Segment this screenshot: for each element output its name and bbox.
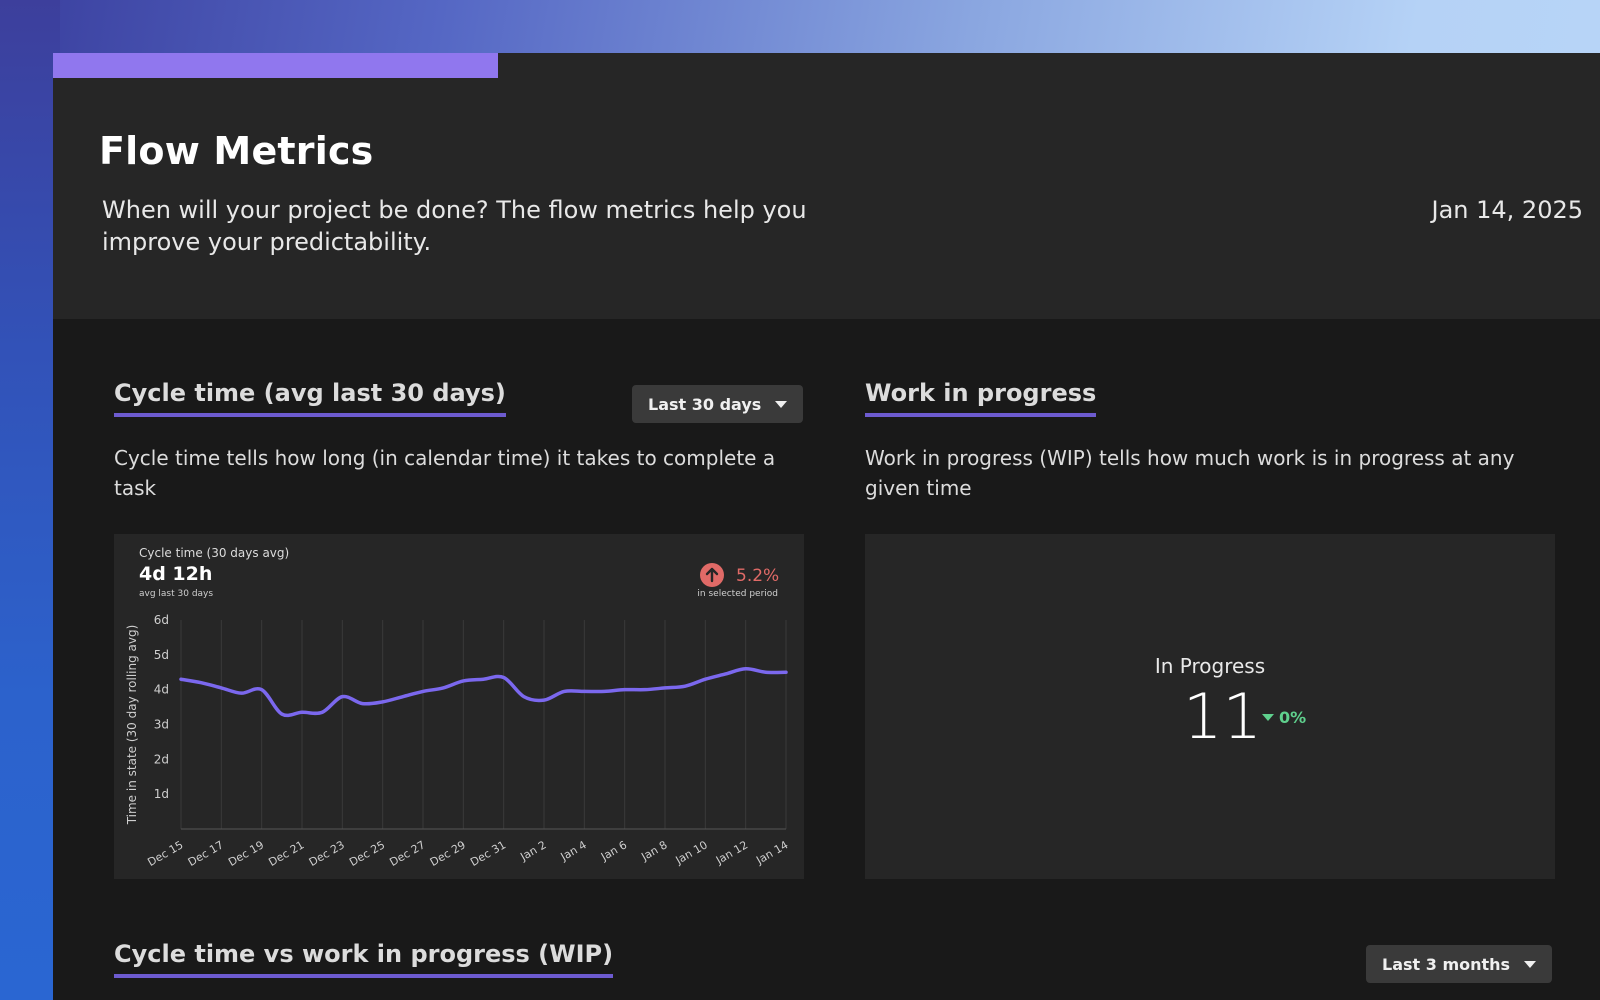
y-tick-label: 4d [154, 683, 169, 697]
y-tick-label: 2d [154, 752, 169, 766]
x-tick-label: Dec 15 [145, 838, 185, 869]
page-header: Flow Metrics When will your project be d… [53, 53, 1600, 319]
wip-value: 11 [1183, 680, 1262, 753]
x-tick-label: Dec 31 [468, 838, 508, 869]
page-title: Flow Metrics [99, 129, 374, 173]
cycle-vs-wip-title: Cycle time vs work in progress (WIP) [114, 938, 614, 978]
y-tick-label: 3d [154, 718, 169, 732]
arrow-up-icon [700, 563, 724, 587]
x-tick-label: Jan 10 [673, 838, 710, 867]
cycle-vs-wip-range-dropdown[interactable]: Last 3 months [1366, 945, 1553, 983]
x-tick-label: Dec 19 [226, 838, 266, 869]
wip-title: Work in progress [865, 377, 1097, 417]
x-tick-label: Jan 4 [558, 838, 589, 863]
cycle-time-range-dropdown[interactable]: Last 30 days [632, 385, 804, 423]
y-axis-label: Time in state (30 day rolling avg) [125, 625, 139, 826]
dropdown-label: Last 3 months [1382, 954, 1511, 974]
cycle-time-series-line [179, 667, 788, 718]
page-subtitle: When will your project be done? The flow… [102, 196, 807, 256]
x-tick-label: Dec 17 [186, 838, 226, 869]
x-tick-label: Jan 8 [638, 838, 669, 863]
cycle-time-card-label: Cycle time (30 days avg) [139, 546, 290, 560]
cycle-time-card-value: 4d 12h [139, 563, 213, 585]
triangle-down-icon [1262, 714, 1274, 721]
cycle-time-change-pct: 5.2% [736, 566, 780, 586]
wip-card: In Progress 11 0% [865, 534, 1555, 879]
x-tick-label: Jan 2 [517, 838, 548, 863]
wip-label: In Progress [1154, 654, 1266, 678]
x-tick-label: Dec 25 [347, 838, 387, 869]
caret-down-icon [1524, 960, 1537, 968]
x-tick-label: Dec 29 [428, 838, 468, 869]
cycle-time-title: Cycle time (avg last 30 days) [114, 377, 506, 417]
cycle-time-description: Cycle time tells how long (in calendar t… [114, 446, 776, 500]
caret-down-icon [775, 400, 788, 408]
dropdown-label: Last 30 days [648, 394, 762, 414]
cycle-time-card-sub: avg last 30 days [139, 589, 214, 599]
accent-bar [53, 53, 498, 78]
y-tick-label: 1d [154, 787, 169, 801]
wip-description: Work in progress (WIP) tells how much wo… [865, 446, 1515, 500]
x-tick-label: Dec 27 [387, 838, 427, 869]
x-tick-label: Dec 23 [307, 838, 347, 869]
x-tick-label: Jan 6 [598, 838, 629, 863]
x-tick-label: Jan 12 [713, 838, 750, 867]
y-tick-label: 6d [154, 613, 169, 627]
wip-change: 0% [1262, 708, 1306, 727]
x-tick-label: Jan 14 [753, 838, 790, 867]
cycle-time-change-sub: in selected period [697, 589, 778, 599]
page-date: Jan 14, 2025 [1431, 196, 1584, 224]
y-tick-label: 5d [154, 648, 169, 662]
background-window-strip [0, 0, 60, 1000]
cycle-time-chart: Dec 15 Dec 17 Dec 19 Dec 21 Dec 23 Dec 25 Dec … [125, 613, 791, 869]
x-tick-label: Dec 21 [266, 838, 306, 869]
flow-metrics-app: Flow Metrics When will your project be d… [53, 53, 1600, 1000]
cycle-time-card: Cycle time (30 days avg) 4d 12h avg last… [114, 534, 804, 879]
wip-change-pct: 0% [1279, 708, 1307, 727]
